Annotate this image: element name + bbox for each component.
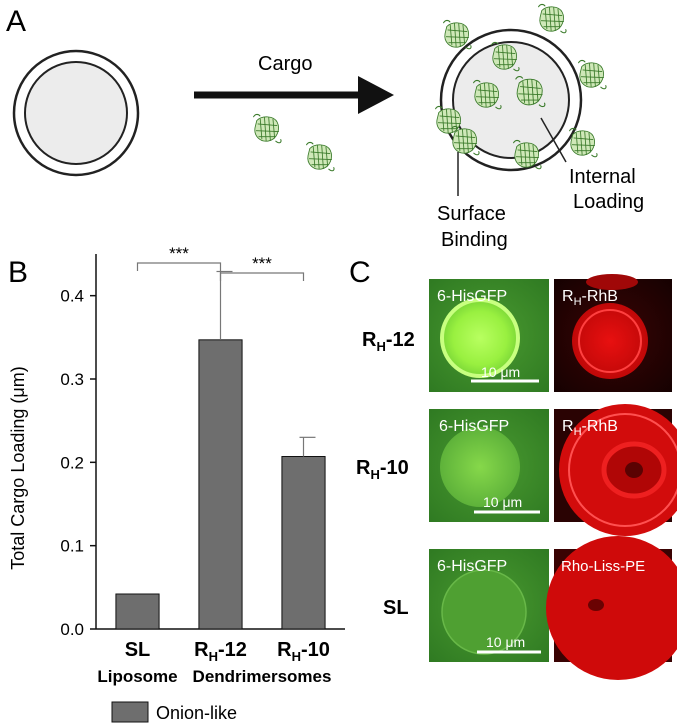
red-channel-label: Rho-Liss-PE bbox=[561, 558, 645, 575]
red-channel-label: RH-RhB bbox=[562, 418, 618, 438]
scale-bar-label: 10 μm bbox=[481, 364, 520, 380]
x-category-label: RH-10 bbox=[277, 639, 330, 664]
legend: Onion-like bbox=[111, 701, 237, 723]
bar bbox=[198, 339, 243, 630]
x-category-label: RH-12 bbox=[194, 639, 247, 664]
legend-label: Onion-like bbox=[156, 703, 237, 723]
binding-label: Binding bbox=[441, 229, 508, 251]
significance-label: *** bbox=[169, 244, 189, 263]
y-tick-label: 0.0 bbox=[60, 620, 84, 639]
gfp-image-sl: 6-HisGFP 10 μm bbox=[429, 549, 549, 662]
significance-bracket bbox=[136, 262, 222, 271]
gfp-image-rh12: 6-HisGFP 10 μm bbox=[429, 279, 549, 392]
x-category-label: SL bbox=[125, 639, 151, 661]
panel-b-letter: B bbox=[8, 256, 28, 289]
row-label-rh10: RH-10 bbox=[356, 457, 409, 482]
significance-label: *** bbox=[252, 254, 272, 273]
loading-label: Loading bbox=[573, 191, 644, 213]
bar-chart: 0.0 0.1 0.2 0.3 0.4 *** *** SL RH-12 RH-10 Lipos… bbox=[60, 244, 345, 686]
gfp-channel-label: 6-HisGFP bbox=[437, 288, 507, 305]
internal-label: Internal bbox=[569, 166, 636, 188]
free-cargo-proteins bbox=[252, 113, 335, 172]
y-axis-label: Total Cargo Loading (μm) bbox=[8, 366, 28, 569]
panel-c-letter: C bbox=[349, 256, 371, 289]
micrograph-row-sl: SL 6-HisGFP 10 μm Rho-Liss-PE bbox=[383, 536, 677, 680]
surface-label: Surface bbox=[437, 203, 506, 225]
panel-a: A Cargo bbox=[6, 3, 644, 251]
micrograph-row-rh10: RH-10 6-HisGFP 10 μm RH-RhB bbox=[356, 404, 677, 536]
panel-c: C RH-12 6-HisGFP 10 μm RH-RhB RH-10 bbox=[349, 256, 677, 680]
scale-bar-label: 10 μm bbox=[483, 494, 522, 510]
group-label-dendrimersomes: Dendrimersomes bbox=[193, 667, 332, 686]
y-tick-label: 0.2 bbox=[60, 453, 84, 472]
cargo-arrow bbox=[194, 76, 394, 114]
bar bbox=[115, 593, 160, 630]
arrow-label: Cargo bbox=[258, 53, 312, 75]
row-label-sl: SL bbox=[383, 597, 409, 619]
row-label-rh12: RH-12 bbox=[362, 329, 415, 354]
micrograph-row-rh12: RH-12 6-HisGFP 10 μm RH-RhB bbox=[362, 274, 672, 392]
gfp-image-rh10: 6-HisGFP 10 μm bbox=[429, 409, 549, 522]
rhb-image-rh12: RH-RhB bbox=[554, 274, 672, 392]
group-label-liposome: Liposome bbox=[97, 667, 177, 686]
y-tick-label: 0.3 bbox=[60, 370, 84, 389]
empty-liposome bbox=[12, 49, 140, 177]
significance-bracket bbox=[219, 272, 305, 281]
gfp-channel-label: 6-HisGFP bbox=[437, 558, 507, 575]
rhodamine-image-sl: Rho-Liss-PE bbox=[546, 536, 677, 680]
scale-bar-label: 10 μm bbox=[486, 634, 525, 650]
bar bbox=[281, 456, 326, 630]
legend-swatch bbox=[111, 701, 149, 723]
rhb-image-rh10: RH-RhB bbox=[554, 404, 677, 536]
y-tick-label: 0.4 bbox=[60, 287, 84, 306]
internal-pointer bbox=[540, 117, 567, 163]
red-channel-label: RH-RhB bbox=[562, 288, 618, 308]
gfp-channel-label: 6-HisGFP bbox=[439, 418, 509, 435]
panel-b: B Total Cargo Loading (μm) 0.00.10.20.30… bbox=[8, 244, 345, 723]
y-tick-label: 0.1 bbox=[60, 537, 84, 556]
panel-a-letter: A bbox=[6, 5, 26, 38]
